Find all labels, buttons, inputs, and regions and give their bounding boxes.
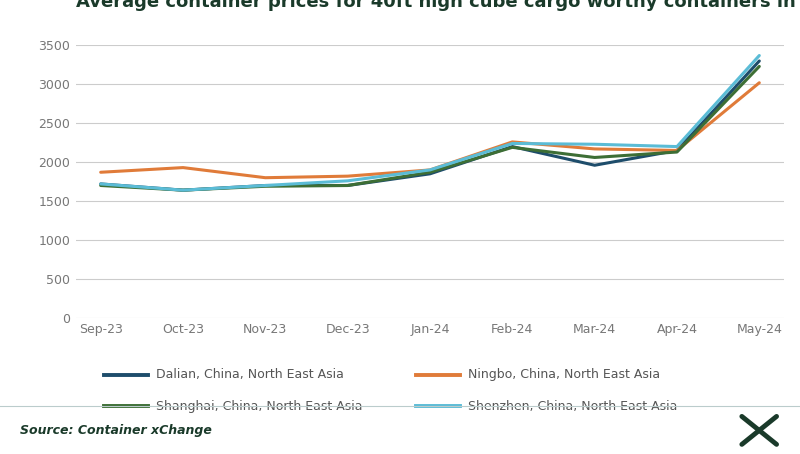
Text: Average container prices for 40ft high cube cargo worthy containers in China: Average container prices for 40ft high c… xyxy=(76,0,800,11)
Text: Shenzhen, China, North East Asia: Shenzhen, China, North East Asia xyxy=(468,400,678,413)
Text: Dalian, China, North East Asia: Dalian, China, North East Asia xyxy=(156,368,344,381)
Text: Ningbo, China, North East Asia: Ningbo, China, North East Asia xyxy=(468,368,660,381)
Text: Source: Container xChange: Source: Container xChange xyxy=(20,424,212,437)
Text: Shanghai, China, North East Asia: Shanghai, China, North East Asia xyxy=(156,400,362,413)
